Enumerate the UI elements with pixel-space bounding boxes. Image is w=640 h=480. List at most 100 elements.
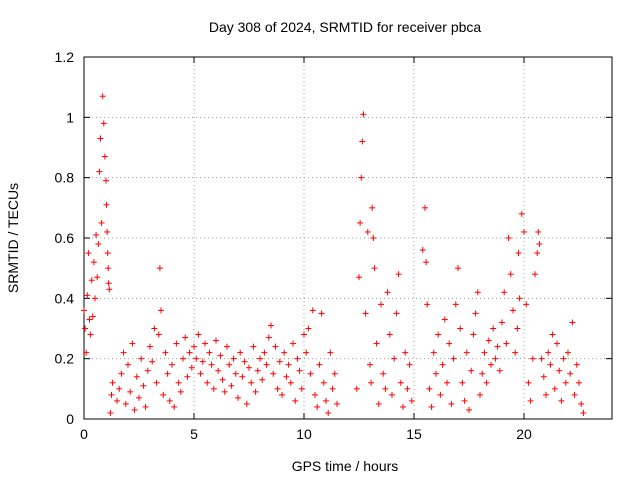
data-point	[254, 367, 261, 374]
data-point	[259, 376, 266, 383]
data-point	[226, 361, 233, 368]
data-point	[158, 307, 164, 314]
data-point	[314, 403, 321, 410]
data-point	[100, 120, 107, 127]
data-point	[221, 388, 228, 395]
data-point	[202, 340, 208, 347]
data-point	[129, 340, 136, 347]
data-point	[556, 367, 563, 374]
data-point	[177, 388, 184, 395]
data-point	[86, 316, 93, 323]
data-point	[290, 340, 296, 347]
data-point	[272, 343, 279, 350]
data-point	[279, 391, 285, 398]
data-point	[109, 379, 116, 386]
data-point	[230, 355, 237, 362]
data-point	[551, 385, 558, 392]
data-point	[98, 219, 105, 226]
data-point	[573, 361, 580, 368]
data-point	[215, 367, 222, 374]
data-point	[224, 343, 230, 350]
data-point	[287, 379, 294, 386]
data-point	[408, 397, 415, 404]
data-point	[184, 373, 191, 380]
data-point	[149, 358, 156, 365]
data-point	[529, 355, 536, 362]
data-point	[532, 271, 538, 278]
data-point	[356, 274, 362, 281]
data-point	[457, 325, 464, 332]
data-point	[294, 355, 301, 362]
data-point	[103, 201, 110, 208]
data-point	[357, 219, 364, 226]
data-point	[358, 174, 365, 181]
x-tick-label: 5	[190, 426, 198, 442]
data-point	[263, 361, 270, 368]
data-point	[106, 286, 113, 293]
data-point	[219, 376, 226, 383]
data-point	[373, 340, 380, 347]
data-point	[104, 250, 111, 257]
data-point	[252, 388, 259, 395]
data-point	[569, 319, 576, 326]
data-point	[393, 310, 400, 317]
data-point	[430, 349, 437, 356]
data-point	[545, 349, 552, 356]
data-point	[265, 334, 272, 341]
data-point	[182, 334, 189, 341]
data-point	[485, 337, 492, 344]
data-point	[188, 364, 195, 371]
data-point	[268, 322, 274, 329]
data-point	[331, 370, 338, 377]
data-point	[571, 391, 578, 398]
data-point	[518, 210, 525, 217]
data-point	[334, 400, 340, 407]
data-point	[206, 349, 213, 356]
data-point	[538, 355, 545, 362]
data-point	[81, 307, 87, 314]
data-point	[166, 397, 173, 404]
data-point	[114, 397, 120, 404]
data-point	[444, 379, 450, 386]
data-point	[474, 289, 481, 296]
data-point	[428, 403, 435, 410]
data-point	[103, 177, 109, 184]
data-point	[88, 277, 95, 284]
y-tick-label: 0.6	[55, 230, 75, 246]
data-point	[235, 394, 241, 401]
data-point	[122, 400, 129, 407]
data-point	[439, 361, 446, 368]
data-point	[276, 358, 283, 365]
data-point	[423, 259, 430, 266]
data-point	[250, 343, 257, 350]
data-point	[406, 361, 413, 368]
data-point	[370, 235, 377, 241]
data-point	[368, 379, 375, 386]
data-point	[307, 370, 314, 377]
data-point	[173, 340, 180, 347]
x-tick-label: 10	[296, 426, 312, 442]
data-point	[362, 310, 369, 317]
data-point	[419, 247, 426, 254]
data-point	[99, 93, 106, 100]
data-point	[494, 343, 501, 350]
data-point	[138, 355, 145, 362]
data-point	[175, 379, 182, 386]
data-point	[549, 331, 556, 338]
data-point	[516, 295, 523, 302]
chart-title: Day 308 of 2024, SRMTID for receiver pbc…	[209, 19, 482, 35]
data-point	[422, 204, 428, 211]
data-point	[515, 250, 522, 257]
data-point	[450, 355, 457, 362]
data-point	[156, 265, 163, 272]
data-point	[104, 228, 111, 235]
data-point	[171, 403, 178, 410]
data-point	[199, 358, 206, 365]
data-point	[386, 331, 393, 338]
data-point	[580, 409, 587, 416]
data-point	[270, 370, 277, 377]
data-point	[281, 349, 288, 356]
data-point	[452, 301, 459, 308]
data-point	[92, 295, 98, 302]
data-point	[468, 367, 475, 374]
